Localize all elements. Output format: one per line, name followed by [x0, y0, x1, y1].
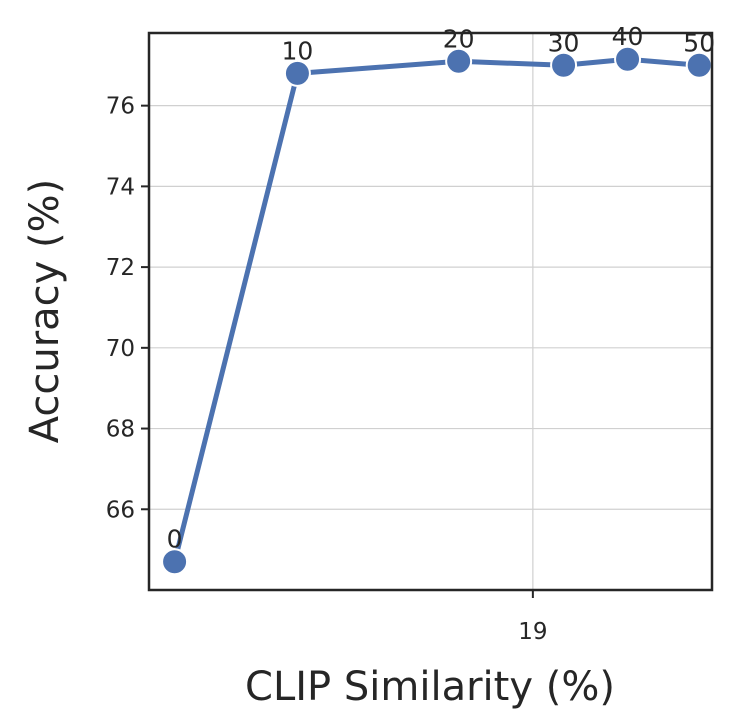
data-label: 40 [612, 22, 644, 51]
y-axis-label: Accuracy (%) [22, 179, 68, 444]
plot-frame [147, 31, 714, 592]
y-tick-label: 72 [106, 255, 135, 281]
data-label: 20 [443, 24, 475, 53]
data-point [161, 548, 189, 576]
y-tick-label: 66 [106, 497, 135, 523]
grid-lines [149, 33, 712, 590]
series-line [172, 56, 702, 565]
data-point [445, 47, 473, 75]
data-point [614, 45, 642, 73]
y-tick-label: 74 [106, 174, 135, 200]
data-point [283, 59, 311, 87]
y-tick-label: 70 [106, 336, 135, 362]
data-label: 10 [282, 36, 314, 65]
data-point [550, 51, 578, 79]
data-label: 0 [167, 525, 183, 554]
y-tick-label: 68 [106, 417, 135, 443]
tick-layer: 66 68 70 72 74 76 19 [106, 94, 548, 645]
x-axis-label: CLIP Similarity (%) [245, 664, 615, 710]
x-tick-label: 19 [518, 619, 547, 645]
y-tick-label: 76 [106, 94, 135, 120]
series-layer: 010 20 30 40 50 [161, 22, 715, 576]
